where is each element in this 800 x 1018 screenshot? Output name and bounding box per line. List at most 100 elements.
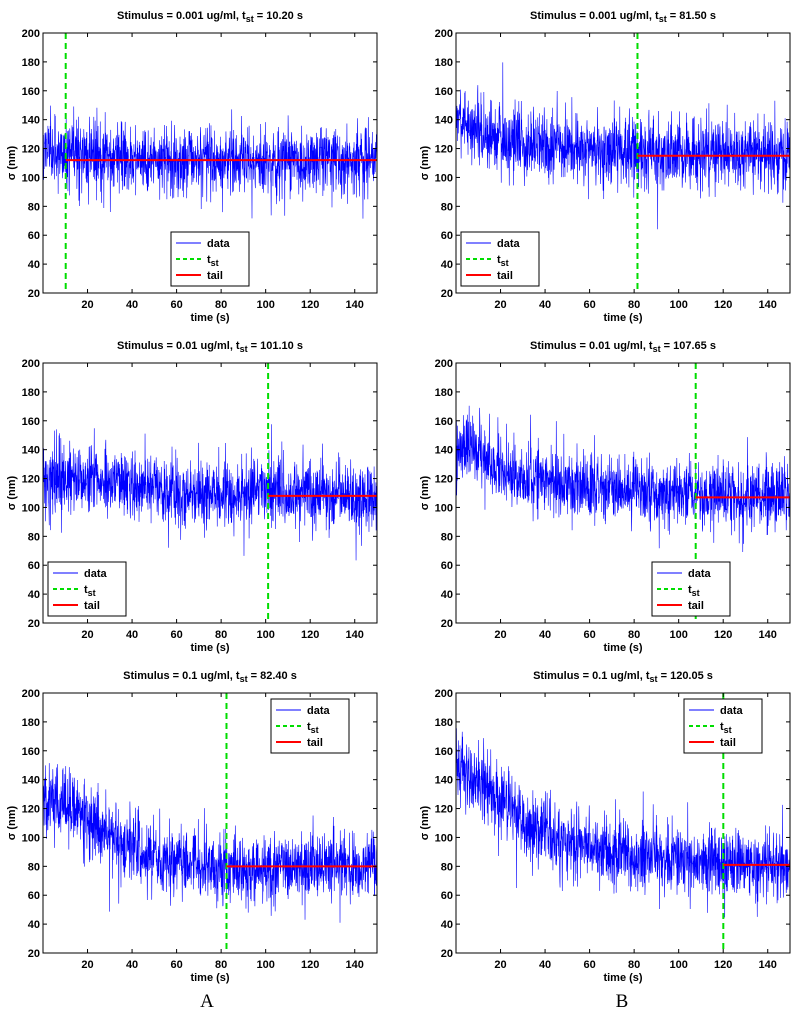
x-axis-label: time (s) bbox=[603, 642, 642, 654]
legend-label-data: data bbox=[307, 705, 331, 717]
x-tick-label: 60 bbox=[583, 299, 595, 311]
y-axis-label: σ (nm) bbox=[419, 145, 431, 180]
x-tick-label: 80 bbox=[628, 299, 640, 311]
y-tick-label: 40 bbox=[28, 919, 40, 931]
x-tick-label: 100 bbox=[669, 629, 687, 641]
x-tick-label: 40 bbox=[539, 299, 551, 311]
y-tick-label: 60 bbox=[441, 230, 453, 242]
y-tick-label: 20 bbox=[441, 618, 453, 630]
chart-panel-1: 20 40 60 80 100 120 140 160 180 200 20 40 60 80 100 120… bbox=[6, 10, 378, 324]
series-data-line bbox=[43, 763, 377, 923]
x-tick-label: 20 bbox=[494, 629, 506, 641]
column-label-a: A bbox=[200, 991, 214, 1012]
x-axis-label: time (s) bbox=[603, 972, 642, 984]
y-tick-label: 80 bbox=[28, 531, 40, 543]
panels: 20 40 60 80 100 120 140 160 180 200 20 40 60 80 100 120… bbox=[6, 10, 791, 984]
y-tick-label: 200 bbox=[435, 688, 453, 700]
y-tick-label: 160 bbox=[22, 746, 40, 758]
axes-box bbox=[42, 362, 378, 624]
legend-label-data: data bbox=[207, 238, 231, 250]
y-tick-label: 80 bbox=[441, 531, 453, 543]
axes-box bbox=[42, 32, 378, 294]
legend-label-t: tst bbox=[497, 254, 509, 268]
x-tick-label: 40 bbox=[539, 629, 551, 641]
x-tick-label: 120 bbox=[301, 629, 319, 641]
legend-label-tail: tail bbox=[84, 600, 100, 612]
y-tick-label: 140 bbox=[22, 115, 40, 127]
y-tick-label: 20 bbox=[28, 618, 40, 630]
legend-label-t: tst bbox=[720, 721, 732, 735]
y-tick-label: 140 bbox=[22, 445, 40, 457]
x-tick-label: 120 bbox=[301, 959, 319, 971]
x-tick-label: 60 bbox=[170, 629, 182, 641]
y-tick-label: 200 bbox=[22, 28, 40, 40]
legend: data tst tail bbox=[270, 698, 350, 754]
y-tick-label: 180 bbox=[435, 57, 453, 69]
y-tick-label: 120 bbox=[435, 804, 453, 816]
x-tick-label: 140 bbox=[346, 629, 364, 641]
axes-box bbox=[455, 32, 791, 294]
x-tick-label: 20 bbox=[81, 629, 93, 641]
chart-panel-3: 20 40 60 80 100 120 140 160 180 200 20 40 60 80 100 120… bbox=[6, 340, 378, 654]
y-tick-label: 180 bbox=[435, 387, 453, 399]
legend-label-tail: tail bbox=[688, 600, 704, 612]
legend: data tst tail bbox=[170, 231, 250, 287]
y-tick-label: 20 bbox=[28, 948, 40, 960]
y-tick-label: 100 bbox=[22, 172, 40, 184]
chart-title: Stimulus = 0.001 ug/ml, tst = 81.50 s bbox=[530, 10, 716, 24]
legend-label-t: tst bbox=[207, 254, 219, 268]
x-tick-label: 60 bbox=[583, 629, 595, 641]
y-tick-label: 140 bbox=[435, 445, 453, 457]
x-tick-label: 140 bbox=[759, 959, 777, 971]
series-data-line bbox=[456, 728, 790, 918]
x-tick-label: 80 bbox=[215, 959, 227, 971]
legend-label-t: tst bbox=[307, 721, 319, 735]
y-tick-label: 80 bbox=[441, 201, 453, 213]
axes-box bbox=[455, 362, 791, 624]
y-axis-label: σ (nm) bbox=[6, 805, 18, 840]
column-label-b: B bbox=[616, 991, 629, 1012]
x-tick-label: 60 bbox=[583, 959, 595, 971]
chart-title: Stimulus = 0.1 ug/ml, tst = 120.05 s bbox=[533, 670, 713, 684]
legend: data tst tail bbox=[460, 231, 540, 287]
chart-panel-4: 20 40 60 80 100 120 140 160 180 200 20 40 60 80 100 120… bbox=[419, 340, 791, 654]
y-tick-label: 120 bbox=[22, 804, 40, 816]
chart-title: Stimulus = 0.1 ug/ml, tst = 82.40 s bbox=[123, 670, 297, 684]
series-data-line bbox=[43, 424, 377, 561]
y-axis-label: σ (nm) bbox=[6, 475, 18, 510]
x-tick-label: 60 bbox=[170, 299, 182, 311]
x-tick-label: 20 bbox=[494, 959, 506, 971]
y-tick-label: 40 bbox=[28, 589, 40, 601]
y-tick-label: 20 bbox=[28, 288, 40, 300]
x-tick-label: 100 bbox=[669, 959, 687, 971]
y-tick-label: 40 bbox=[441, 589, 453, 601]
chart-panel-6: 20 40 60 80 100 120 140 160 180 200 20 40 60 80 100 120… bbox=[419, 670, 791, 984]
x-tick-label: 140 bbox=[346, 299, 364, 311]
y-tick-label: 140 bbox=[435, 775, 453, 787]
y-tick-label: 160 bbox=[435, 86, 453, 98]
y-tick-label: 60 bbox=[441, 560, 453, 572]
x-tick-label: 140 bbox=[759, 299, 777, 311]
y-axis-label: σ (nm) bbox=[419, 475, 431, 510]
chart-title: Stimulus = 0.01 ug/ml, tst = 107.65 s bbox=[530, 340, 716, 354]
x-tick-label: 80 bbox=[215, 629, 227, 641]
x-tick-label: 40 bbox=[539, 959, 551, 971]
y-tick-label: 160 bbox=[435, 416, 453, 428]
x-axis-label: time (s) bbox=[190, 642, 229, 654]
x-tick-label: 20 bbox=[494, 299, 506, 311]
legend-label-data: data bbox=[84, 568, 108, 580]
y-tick-label: 120 bbox=[435, 144, 453, 156]
y-tick-label: 200 bbox=[22, 688, 40, 700]
y-tick-label: 100 bbox=[435, 172, 453, 184]
y-tick-label: 80 bbox=[28, 861, 40, 873]
x-tick-label: 40 bbox=[126, 299, 138, 311]
y-tick-label: 140 bbox=[435, 115, 453, 127]
y-tick-label: 120 bbox=[435, 474, 453, 486]
y-tick-label: 140 bbox=[22, 775, 40, 787]
y-tick-label: 200 bbox=[435, 28, 453, 40]
y-axis-label: σ (nm) bbox=[6, 145, 18, 180]
legend-label-t: tst bbox=[688, 584, 700, 598]
y-tick-label: 160 bbox=[22, 416, 40, 428]
y-tick-label: 180 bbox=[22, 717, 40, 729]
y-tick-label: 60 bbox=[28, 230, 40, 242]
